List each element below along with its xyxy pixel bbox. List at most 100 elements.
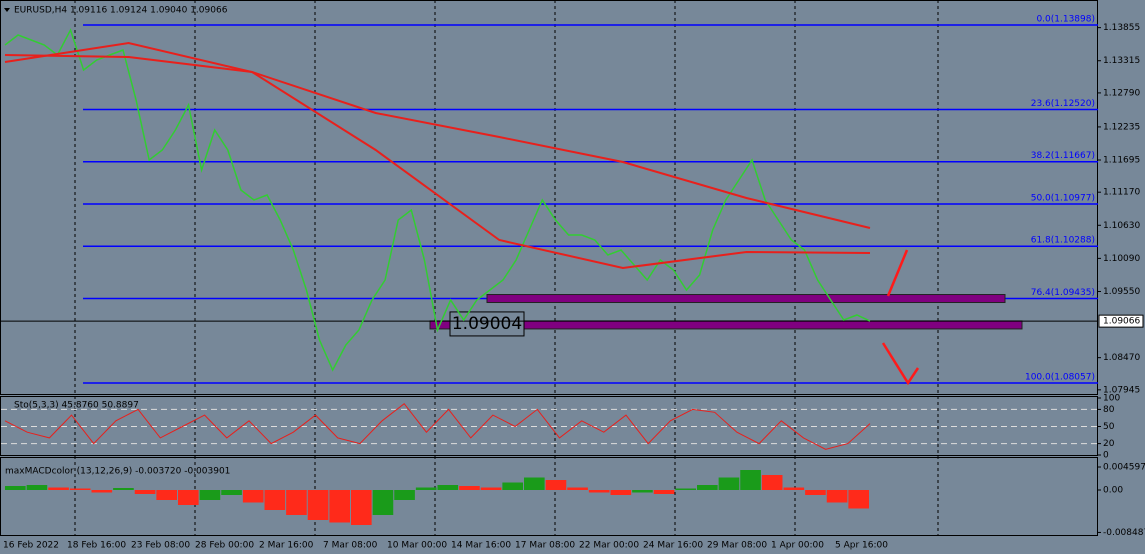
x-tick-label: 7 Mar 08:00 bbox=[323, 541, 378, 551]
macd-bar bbox=[178, 490, 199, 505]
x-tick-label: 22 Mar 00:00 bbox=[579, 541, 639, 551]
sto-tick-label: 0 bbox=[1103, 451, 1109, 461]
y-tick-label: 1.07945 bbox=[1103, 385, 1140, 395]
macd-bar bbox=[805, 490, 826, 495]
fibo-label: 76.4(1.09435) bbox=[1031, 288, 1095, 298]
fibo-label: 38.2(1.11667) bbox=[1031, 151, 1095, 161]
macd-bar bbox=[156, 490, 177, 500]
sto-tick-label: 100 bbox=[1103, 394, 1120, 404]
macd-bar bbox=[480, 487, 502, 490]
moving-average bbox=[4, 54, 871, 229]
fibo-label: 100.0(1.08057) bbox=[1025, 372, 1095, 382]
macd-bar bbox=[351, 490, 372, 525]
macd-bar bbox=[545, 480, 567, 490]
y-tick-label: 1.08470 bbox=[1103, 353, 1140, 363]
macd-bar bbox=[848, 490, 869, 509]
main-panel bbox=[0, 0, 1098, 395]
x-tick-label: 5 Apr 16:00 bbox=[835, 541, 888, 551]
y-tick-label: 1.10630 bbox=[1103, 221, 1140, 231]
x-tick-label: 1 Apr 00:00 bbox=[771, 541, 824, 551]
macd-title: maxMACDcolor (13,12,26,9) -0.003720 -0.0… bbox=[5, 467, 230, 477]
macd-bar bbox=[394, 490, 415, 500]
macd-panel bbox=[0, 457, 1098, 536]
macd-bar bbox=[329, 490, 350, 523]
y-tick-label: 1.10090 bbox=[1103, 254, 1140, 264]
x-tick-label: 16 Feb 2022 bbox=[3, 541, 59, 551]
macd-tick-label: -0.008487 bbox=[1103, 528, 1145, 538]
macd-bar bbox=[675, 488, 696, 490]
macd-bar bbox=[653, 490, 675, 494]
macd-bar bbox=[415, 487, 437, 490]
macd-bar bbox=[610, 490, 632, 495]
macd-bar bbox=[26, 485, 48, 490]
legend-entry: EURUSD bbox=[6, 385, 10, 387]
macd-bar bbox=[524, 477, 545, 490]
x-tick-label: 24 Mar 16:00 bbox=[643, 541, 703, 551]
y-tick-label: 1.13855 bbox=[1103, 23, 1140, 33]
macd-bar bbox=[69, 488, 91, 490]
x-tick-label: 23 Feb 08:00 bbox=[131, 541, 190, 551]
sto-line bbox=[4, 402, 871, 450]
macd-bar bbox=[221, 490, 242, 495]
stochastic-title: Sto(5,3,3) 45.8760 50.8897 bbox=[14, 401, 139, 411]
x-tick-label: 18 Feb 16:00 bbox=[67, 541, 126, 551]
price-line bbox=[4, 28, 871, 372]
macd-bar bbox=[307, 490, 329, 520]
macd-bar bbox=[826, 490, 848, 503]
x-tick-label: 2 Mar 16:00 bbox=[259, 541, 314, 551]
arrows bbox=[881, 249, 920, 386]
x-tick-label: 17 Mar 08:00 bbox=[515, 541, 575, 551]
fibo-label: 50.0(1.10977) bbox=[1031, 194, 1095, 204]
zone bbox=[486, 294, 1006, 304]
macd-bar bbox=[91, 490, 113, 493]
menu-arrow[interactable] bbox=[4, 8, 10, 12]
x-tick-label: 14 Mar 16:00 bbox=[451, 541, 511, 551]
fibo-label: 61.8(1.10288) bbox=[1031, 236, 1095, 246]
vertical-grid bbox=[74, 0, 939, 536]
y-tick-label: 1.11695 bbox=[1103, 156, 1140, 166]
macd-bar bbox=[588, 490, 610, 493]
sto-tick-label: 80 bbox=[1103, 405, 1115, 415]
macd-bar bbox=[740, 470, 761, 490]
macd-bar bbox=[718, 477, 740, 490]
y-tick-label: 1.11170 bbox=[1103, 188, 1140, 198]
sto-tick-label: 50 bbox=[1103, 422, 1115, 432]
last-price-label: 1.09066 bbox=[1103, 317, 1140, 327]
macd-bar bbox=[134, 490, 156, 494]
sto-tick-label: 20 bbox=[1103, 439, 1115, 449]
y-tick-label: 1.12235 bbox=[1103, 122, 1140, 132]
macd-bar bbox=[567, 487, 588, 490]
macd-bar bbox=[632, 490, 653, 493]
last-price-box bbox=[1098, 314, 1144, 328]
macd-bar bbox=[783, 487, 805, 490]
macd-bar bbox=[113, 488, 134, 490]
y-tick-label: 1.09550 bbox=[1103, 287, 1140, 297]
macd-bar bbox=[437, 485, 459, 490]
fibo-label: 23.6(1.12520) bbox=[1031, 99, 1095, 109]
macd-bar bbox=[286, 490, 307, 515]
price-marker-label: 1.09004 bbox=[452, 314, 522, 334]
price-marker-box bbox=[449, 311, 525, 337]
symbol-header: EURUSD,H4 1.09116 1.09124 1.09040 1.0906… bbox=[14, 6, 228, 16]
macd-bar bbox=[48, 487, 69, 490]
stochastic-panel bbox=[0, 396, 1098, 456]
fibo-label: 0.0(1.13898) bbox=[1036, 15, 1095, 25]
macd-bar bbox=[502, 482, 523, 490]
macd-bar bbox=[697, 485, 718, 490]
moving-average bbox=[4, 41, 871, 270]
y-tick-label: 1.12790 bbox=[1103, 88, 1140, 98]
macd-bar bbox=[199, 490, 221, 500]
x-tick-label: 10 Mar 00:00 bbox=[387, 541, 447, 551]
macd-tick-label: 0.004597 bbox=[1103, 463, 1145, 473]
macd-bar bbox=[761, 475, 783, 490]
x-tick-label: 28 Feb 00:00 bbox=[195, 541, 254, 551]
macd-bar bbox=[264, 490, 286, 510]
macd-bar bbox=[5, 486, 26, 490]
macd-tick-label: 0.00 bbox=[1103, 486, 1123, 496]
macd-bar bbox=[242, 490, 264, 503]
main-layer: 1.13855 1.13315 1.12790 1.12235 1.11695 1.111… bbox=[0, 15, 1145, 551]
macd-bar bbox=[459, 486, 480, 490]
x-tick-label: 29 Mar 08:00 bbox=[707, 541, 767, 551]
